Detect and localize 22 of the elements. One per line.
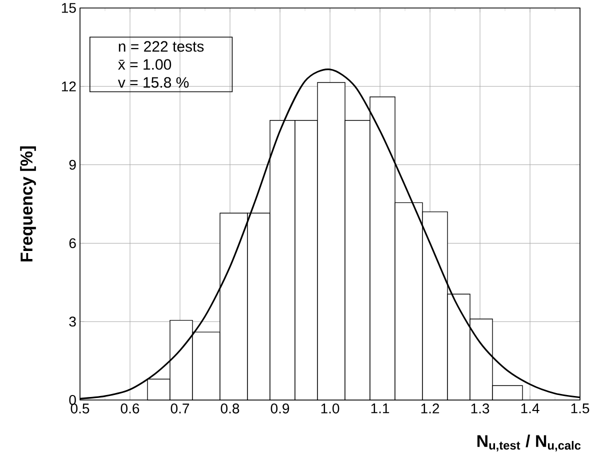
y-tick-label: 9 xyxy=(69,160,76,170)
x-tick-label: 1.4 xyxy=(521,404,540,414)
x-tick-label: 0.5 xyxy=(70,404,90,414)
annotation: x̄ = 1.00 xyxy=(118,59,172,70)
x-tick-label: 1.3 xyxy=(471,404,490,414)
y-tick-label: 0 xyxy=(69,395,76,405)
x-tick-label: 0.9 xyxy=(270,404,290,414)
annotation: n = 222 tests xyxy=(118,41,204,52)
annotation: v = 15.8 % xyxy=(118,77,189,88)
y-tick-label: 12 xyxy=(62,81,76,92)
x-axis-title: N$_{u,test}$ / N$_{u,calc}$ xyxy=(477,434,581,452)
y-tick-label: 3 xyxy=(69,316,76,327)
x-tick-label: 0.6 xyxy=(120,404,140,414)
x-tick-label: 1.5 xyxy=(571,404,590,414)
x-tick-label: 1.1 xyxy=(371,404,390,414)
x-tick-label: 1.2 xyxy=(421,404,440,414)
x-tick-label: 0.7 xyxy=(170,404,190,414)
y-tick-label: 6 xyxy=(69,238,76,248)
y-tick-label: 15 xyxy=(62,3,76,13)
x-tick-label: 1.0 xyxy=(321,404,340,414)
x-tick-label: 0.8 xyxy=(220,404,240,414)
y-axis-title: Frequency [%] xyxy=(20,146,36,262)
